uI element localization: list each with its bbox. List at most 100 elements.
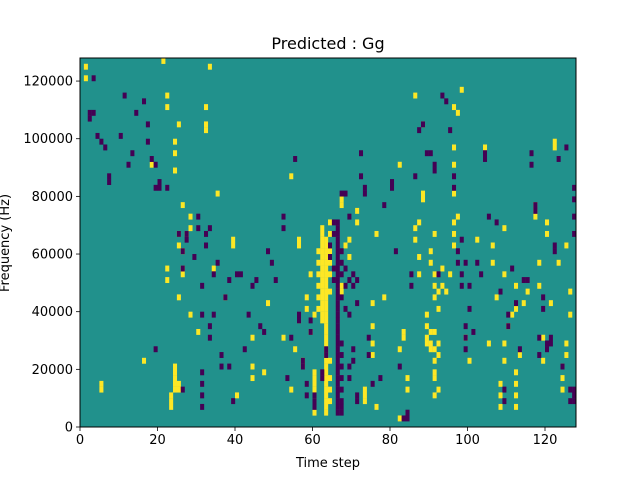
heatmap-cell-high (432, 369, 437, 376)
heatmap-cell-high (382, 294, 387, 301)
heatmap-cell-low (320, 369, 325, 376)
heatmap-cell-high (312, 409, 317, 416)
heatmap-cell-low (362, 184, 367, 191)
heatmap-cell-high (250, 363, 255, 370)
heatmap-cell-low (459, 282, 464, 289)
heatmap-cell-high (568, 288, 573, 295)
heatmap-cell-high (432, 357, 437, 364)
heatmap-cell-high (486, 340, 491, 347)
heatmap-cell-low (331, 265, 336, 272)
heatmap-cell-low (417, 127, 422, 134)
y-tick-label: 40000 (32, 305, 73, 320)
heatmap-cell-low (297, 317, 302, 324)
heatmap-cell-low (118, 132, 123, 139)
heatmap-cell-low (211, 271, 216, 278)
heatmap-cell-low (308, 328, 313, 335)
heatmap-cell-high (452, 144, 457, 151)
heatmap-cell-high (320, 265, 325, 272)
heatmap-cell-low (370, 380, 375, 387)
heatmap-cell-high (440, 265, 445, 272)
heatmap-cell-high (432, 271, 437, 278)
heatmap-cell-high (514, 380, 519, 387)
heatmap-cell-low (331, 219, 336, 226)
heatmap-cell-low (483, 156, 488, 162)
heatmap-cell-high (498, 380, 503, 387)
heatmap-cell-high (328, 248, 333, 255)
heatmap-cell-low (328, 254, 333, 260)
heatmap-cell-high (324, 236, 329, 243)
heatmap-cell-low (320, 375, 325, 382)
heatmap-cell-high (475, 236, 480, 243)
heatmap-cell-high (362, 392, 367, 399)
heatmap-cell-low (331, 277, 336, 284)
heatmap-cell-high (324, 282, 329, 289)
heatmap-cell-high (99, 380, 104, 387)
heatmap-cell-high (250, 375, 255, 382)
heatmap-cell-low (103, 144, 108, 151)
heatmap-cell-high (149, 161, 154, 168)
heatmap-cell-high (316, 282, 321, 289)
heatmap-cell-low (498, 288, 503, 295)
heatmap-cell-low (99, 138, 104, 145)
heatmap-cell-high (180, 202, 185, 209)
heatmap-cell-high (459, 86, 464, 93)
heatmap-cell-high (165, 265, 170, 272)
heatmap-cell-high (432, 346, 437, 353)
heatmap-cell-high (452, 219, 457, 226)
heatmap-cell-low (335, 219, 340, 226)
heatmap-cell-low (479, 271, 484, 278)
heatmap-cell-high (297, 242, 302, 249)
heatmap-cell-high (374, 230, 379, 237)
heatmap-cell-low (444, 98, 449, 105)
heatmap-cell-high (320, 259, 325, 266)
heatmap-cell-low (432, 161, 437, 168)
heatmap-cell-low (347, 375, 352, 382)
heatmap-cell-high (320, 317, 325, 324)
heatmap-cell-low (494, 219, 499, 226)
heatmap-cell-high (421, 190, 426, 197)
heatmap-cell-low (335, 392, 340, 399)
heatmap-cell-low (347, 213, 352, 220)
y-tick-label: 20000 (32, 363, 73, 378)
heatmap-cell-high (320, 236, 325, 243)
heatmap-cell-low (506, 311, 511, 318)
heatmap-cell-high (428, 346, 433, 353)
heatmap-cell-high (320, 248, 325, 255)
heatmap-cell-high (436, 288, 441, 295)
heatmap-cells (83, 58, 577, 422)
heatmap-cell-low (153, 346, 158, 353)
heatmap-cell-high (568, 311, 573, 318)
heatmap-cell-high (517, 352, 522, 358)
heatmap-cell-low (312, 398, 317, 405)
heatmap-cell-low (572, 184, 577, 191)
heatmap-cell-high (173, 380, 178, 387)
heatmap-cell-high (552, 144, 557, 151)
heatmap-cell-low (397, 363, 402, 370)
heatmap-cell-low (545, 340, 550, 347)
heatmap-cell-high (490, 259, 495, 266)
heatmap-cell-low (355, 300, 360, 307)
heatmap-cell-high (455, 109, 460, 116)
heatmap-cell-high (401, 334, 406, 341)
heatmap-cell-low (335, 403, 340, 410)
heatmap-cell-low (335, 300, 340, 307)
heatmap-cell-low (153, 161, 158, 168)
heatmap-cell-low (343, 190, 348, 197)
heatmap-cell-high (545, 230, 550, 237)
heatmap-cell-high (324, 392, 329, 399)
x-axis-label: Time step (295, 456, 360, 471)
heatmap-cell-high (339, 288, 344, 295)
heatmap-cell-high (289, 386, 294, 393)
heatmap-cell-high (545, 219, 550, 226)
heatmap-cell-high (204, 121, 209, 128)
heatmap-cell-low (351, 357, 356, 364)
heatmap-cell-low (285, 375, 290, 382)
heatmap-cell-high (324, 328, 329, 335)
heatmap-cell-low (529, 150, 534, 157)
heatmap-cell-high (413, 225, 418, 232)
heatmap-cell-high (235, 392, 240, 399)
heatmap-cell-high (432, 392, 437, 399)
heatmap-cell-high (180, 271, 185, 278)
heatmap-cell-high (320, 225, 325, 232)
